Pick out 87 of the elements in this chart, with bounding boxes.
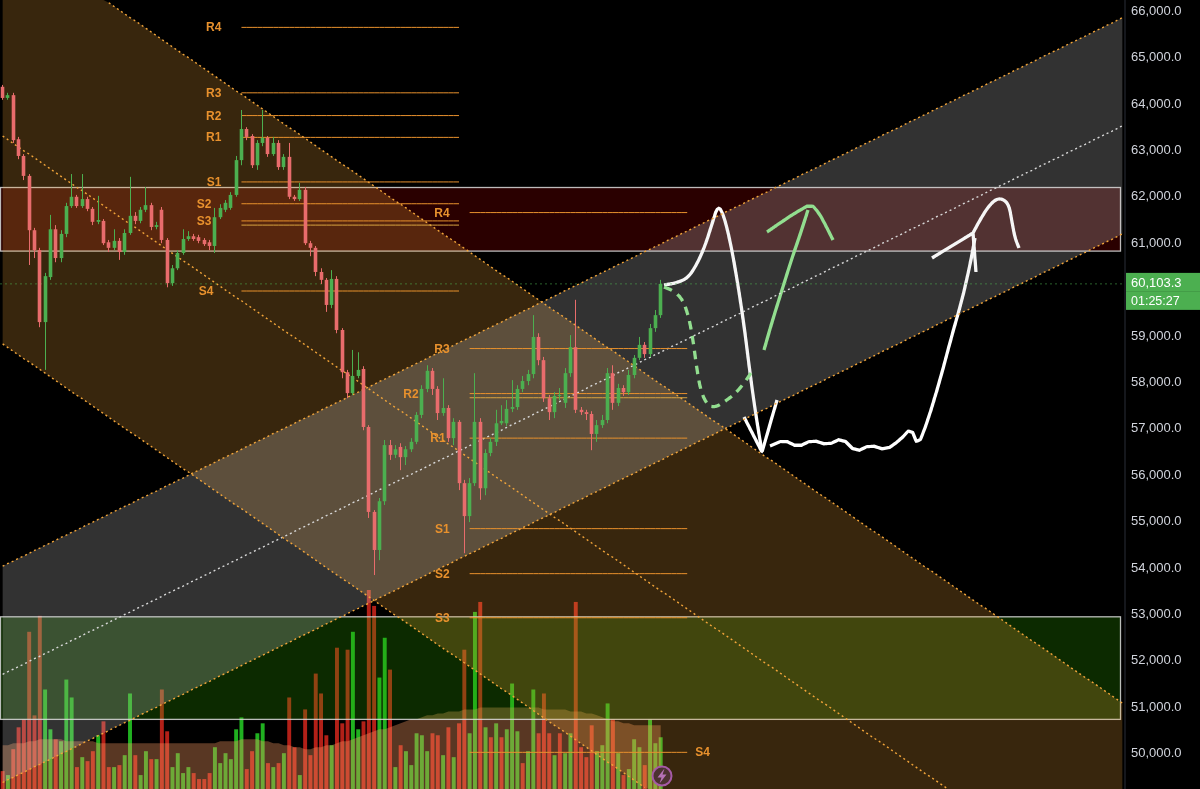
text: R3 bbox=[434, 341, 450, 356]
bar bbox=[6, 775, 10, 789]
bar bbox=[303, 709, 308, 789]
bar bbox=[329, 745, 334, 789]
bar bbox=[520, 763, 525, 789]
series-label: S4 bbox=[695, 745, 711, 760]
text: 01:25:27 bbox=[1131, 293, 1180, 308]
bar bbox=[96, 735, 101, 789]
bar bbox=[266, 763, 270, 789]
bar bbox=[488, 737, 493, 789]
y-tick-label: 58,000.0 bbox=[1131, 374, 1182, 389]
bar bbox=[117, 765, 122, 789]
series-label: S2 bbox=[434, 566, 450, 581]
bar bbox=[610, 719, 615, 789]
bar bbox=[69, 697, 74, 789]
bar bbox=[43, 689, 48, 789]
bar bbox=[435, 735, 440, 789]
bar bbox=[478, 601, 483, 789]
bar bbox=[589, 725, 594, 789]
y-tick-label: 50,000.0 bbox=[1131, 745, 1182, 761]
bar bbox=[149, 759, 154, 789]
y-tick-label: 53,000.0 bbox=[1131, 606, 1182, 622]
y-tick-label: 59,000.0 bbox=[1131, 327, 1182, 343]
y-tick-label: 57,000.0 bbox=[1131, 420, 1182, 436]
series-label: R1 bbox=[206, 130, 222, 145]
bar bbox=[0, 771, 5, 789]
bar bbox=[616, 753, 621, 789]
bar bbox=[552, 755, 557, 789]
bar bbox=[133, 755, 138, 789]
bar bbox=[642, 765, 647, 789]
y-tick-label: 52,000.0 bbox=[1131, 652, 1182, 668]
bar bbox=[377, 677, 382, 789]
bar bbox=[382, 637, 387, 789]
bar bbox=[276, 763, 281, 789]
bar bbox=[106, 767, 111, 789]
y-tick-label: 66,000.0 bbox=[1131, 2, 1182, 18]
series-label: R3 bbox=[206, 85, 222, 100]
bar bbox=[398, 745, 403, 789]
y-tick-label: 51,000.0 bbox=[1131, 698, 1182, 714]
series-label: R2 bbox=[206, 108, 222, 123]
text: S4 bbox=[198, 284, 214, 298]
y-tick-label: 65,000.0 bbox=[1131, 49, 1182, 65]
text: S1 bbox=[434, 521, 450, 536]
text: R2 bbox=[403, 386, 419, 401]
ref-line-label: 60,103.3 bbox=[1131, 274, 1182, 290]
series-label: R4 bbox=[206, 20, 222, 35]
bar bbox=[648, 719, 653, 789]
bar bbox=[441, 755, 446, 789]
text: R1 bbox=[430, 431, 446, 446]
bar bbox=[451, 757, 456, 789]
bar bbox=[605, 703, 610, 789]
bar bbox=[345, 649, 350, 789]
bar bbox=[53, 739, 58, 789]
bar bbox=[143, 751, 148, 789]
bar bbox=[557, 733, 562, 789]
bar bbox=[112, 767, 117, 789]
bar bbox=[154, 759, 159, 789]
y-tick-label: 63,000.0 bbox=[1131, 141, 1182, 157]
y-tick-label: 64,000.0 bbox=[1131, 95, 1182, 111]
bar bbox=[80, 757, 85, 789]
y-tick-label: 61,000.0 bbox=[1131, 234, 1182, 250]
bar bbox=[260, 723, 265, 789]
text: S2 bbox=[196, 196, 212, 211]
bar bbox=[393, 767, 398, 789]
text: R4 bbox=[434, 205, 450, 220]
bar bbox=[446, 727, 451, 789]
y-tick-label: 54,000.0 bbox=[1131, 559, 1182, 575]
bar bbox=[37, 615, 42, 789]
series-label: S1 bbox=[206, 174, 222, 189]
bar bbox=[494, 723, 499, 789]
y-tick-label: 62,000.0 bbox=[1131, 188, 1182, 204]
text: S3 bbox=[196, 213, 212, 228]
bar bbox=[472, 611, 477, 789]
bar bbox=[388, 669, 392, 789]
bar bbox=[255, 733, 260, 789]
bar bbox=[11, 749, 16, 789]
bar bbox=[297, 775, 302, 789]
bar bbox=[74, 767, 79, 789]
y-tick-label: 56,000.0 bbox=[1131, 466, 1182, 482]
bar bbox=[483, 727, 488, 789]
bar bbox=[90, 751, 95, 789]
line-series bbox=[1, 125, 1124, 676]
bar bbox=[271, 767, 276, 789]
bar bbox=[287, 697, 292, 789]
bar bbox=[281, 753, 286, 789]
y-tick-label: 55,000.0 bbox=[1131, 513, 1182, 529]
bar bbox=[207, 773, 212, 789]
